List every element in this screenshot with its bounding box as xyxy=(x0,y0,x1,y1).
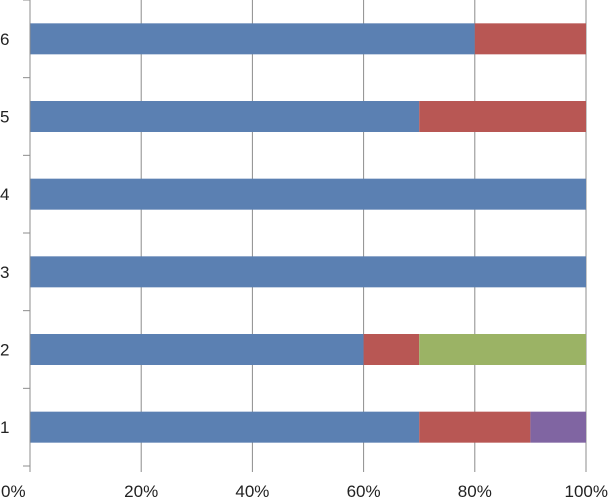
x-tick-label: 0% xyxy=(1,482,26,499)
y-tick-label: 6 xyxy=(0,30,9,49)
x-tick-label: 80% xyxy=(458,482,492,499)
bar-segment xyxy=(30,256,586,288)
x-tick-label: 20% xyxy=(124,482,158,499)
tick-labels: 0% 20% 40% 60% 80% 100% 1 2 3 4 5 6 xyxy=(0,30,608,499)
bar-segment xyxy=(30,334,364,365)
bar-segment xyxy=(30,411,420,443)
y-tick-label: 2 xyxy=(0,341,9,360)
bar-segment xyxy=(474,23,586,55)
bar-segment xyxy=(419,101,586,132)
x-tick-label: 100% xyxy=(565,482,608,499)
y-tick-label: 4 xyxy=(0,185,9,204)
bar-segment xyxy=(419,411,531,443)
bars xyxy=(30,23,586,443)
x-tick-label: 40% xyxy=(235,482,269,499)
y-tick-label: 5 xyxy=(0,108,9,127)
bar-segment xyxy=(30,101,420,132)
bar-segment xyxy=(30,23,475,55)
y-tick-label: 1 xyxy=(0,418,9,437)
gridlines xyxy=(29,0,587,472)
x-tick-label: 60% xyxy=(347,482,381,499)
bar-segment xyxy=(363,334,420,365)
y-tick-label: 3 xyxy=(0,263,9,282)
axes xyxy=(23,0,31,467)
bar-segment xyxy=(419,334,586,365)
bar-segment xyxy=(30,178,586,210)
bar-segment xyxy=(530,411,586,443)
